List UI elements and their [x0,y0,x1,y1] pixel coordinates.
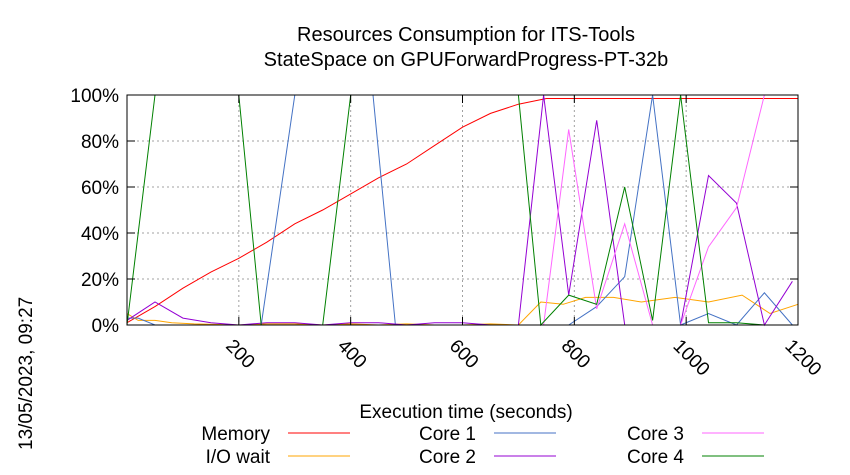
x-tick-label: 400 [333,336,370,373]
y-tick-label: 20% [81,270,119,291]
x-tick-label: 1000 [669,336,714,381]
y-tick-label: 40% [81,224,119,245]
y-tick-label: 60% [81,178,119,199]
chart-title-line-1: Resources Consumption for ITS-Tools [297,24,635,46]
x-tick-label: 1200 [780,336,825,381]
x-axis-label: Execution time (seconds) [359,402,572,423]
timestamp-label: 13/05/2023, 09:27 [16,297,37,450]
y-tick-label: 0% [92,316,120,337]
y-tick-label: 80% [81,132,119,153]
chart-title-line-2: StateSpace on GPUForwardProgress-PT-32b [264,49,669,71]
legend-label-i-o-wait: I/O wait [206,447,271,468]
grid-lines [127,95,798,325]
legend-label-core-3: Core 3 [627,424,684,445]
legend-label-core-2: Core 2 [419,447,476,468]
y-tick-label: 100% [70,86,119,107]
x-tick-label: 800 [557,336,594,373]
x-tick-label: 600 [445,336,482,373]
legend-label-core-1: Core 1 [419,424,476,445]
x-tick-label: 200 [221,336,258,373]
legend-label-core-4: Core 4 [627,447,684,468]
series-line-core-4 [126,94,765,327]
legend-label-memory: Memory [201,424,270,445]
